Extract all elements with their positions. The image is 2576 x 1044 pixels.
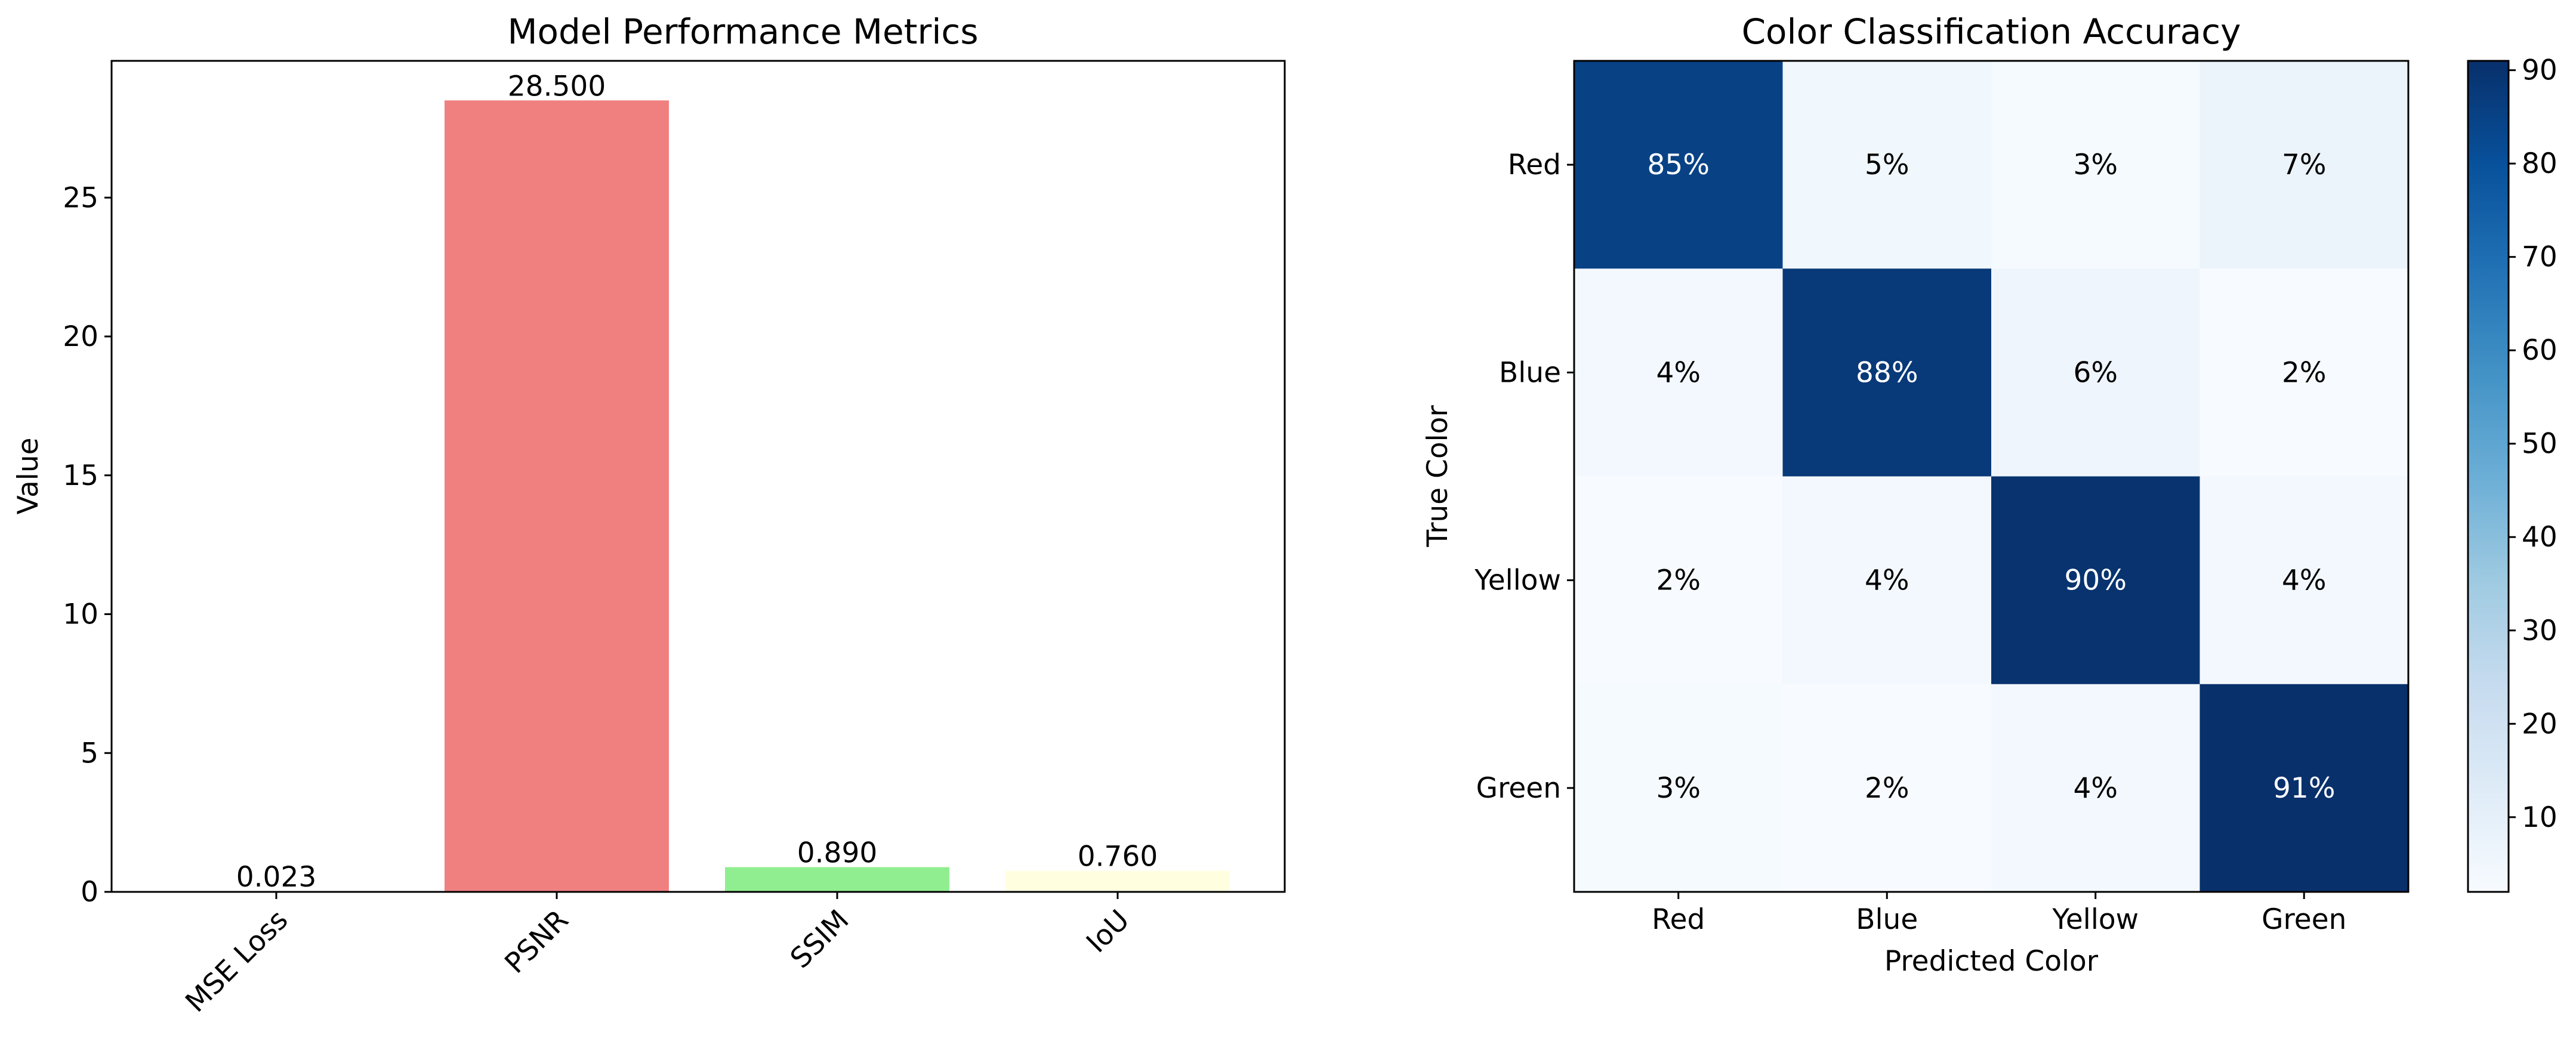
colorbar-tick-label: 30 (2522, 614, 2558, 647)
bar (725, 867, 949, 892)
heatmap-cell (1782, 61, 1992, 269)
x-tick-label: Green (2262, 903, 2346, 936)
heatmap-cell (1991, 476, 2200, 685)
colorbar-tick-label: 40 (2522, 521, 2558, 554)
heatmap-cell (2199, 476, 2409, 685)
heatmap-cells: 85% 5% 3% 7% 4% 88% 6% 2% 2% 4% 90% 4% 3% 2% 4% 91% (1574, 61, 2409, 892)
colorbar-tick-label: 50 (2522, 428, 2558, 461)
heatmap-xlabel: Predicted Color (1884, 945, 2099, 978)
bar (1005, 870, 1230, 892)
heatmap-cell (1991, 268, 2200, 477)
x-tick-label: Blue (1856, 903, 1918, 936)
heatmap-ticks: Red Blue Yellow Green Red Blue Yellow Green (1474, 149, 2346, 936)
y-tick-label: Red (1508, 149, 1561, 181)
heatmap-cell-label: 5% (1865, 149, 1909, 181)
y-tick-label: 25 (63, 181, 98, 214)
heatmap-cell-label: 2% (1656, 564, 1701, 597)
heatmap-cell (2199, 268, 2409, 477)
heatmap-cell (1574, 268, 1783, 477)
heatmap-cell-label: 88% (1856, 356, 1918, 389)
heatmap-cell-label: 2% (1865, 772, 1909, 805)
heatmap-cell-label: 91% (2273, 772, 2335, 805)
heatmap-cell-label: 4% (1865, 564, 1909, 597)
heatmap-cell (1574, 61, 1783, 269)
heatmap-cell-label: 3% (1656, 772, 1701, 805)
bar-chart-title: Model Performance Metrics (507, 11, 978, 52)
y-tick-label: 20 (63, 320, 98, 353)
bar-value-label: 0.890 (797, 837, 878, 870)
heatmap-cell-label: 4% (2282, 564, 2327, 597)
colorbar-tick-label: 20 (2522, 708, 2558, 740)
bar-marks: 0.023 28.500 0.890 0.760 (164, 70, 1230, 894)
bar-value-label: 0.023 (236, 861, 317, 894)
heatmap-cell-label: 90% (2065, 564, 2127, 597)
heatmap-cell (1574, 476, 1783, 685)
heatmap-cell-label: 6% (2073, 356, 2118, 389)
heatmap-cell (1574, 684, 1783, 892)
colorbar-tick-label: 80 (2522, 147, 2558, 180)
heatmap-cell (2199, 684, 2409, 892)
heatmap-chart: Color Classification Accuracy Predicted … (1421, 11, 2558, 978)
heatmap-frame (1573, 60, 2410, 893)
y-tick-label: 0 (81, 876, 98, 909)
x-tick-label: MSE Loss (179, 904, 294, 1019)
heatmap-cell-label: 7% (2282, 149, 2327, 181)
bar-chart-frame (110, 60, 1286, 893)
heatmap-cell-label: 2% (2282, 356, 2327, 389)
x-tick-label: SSIM (784, 904, 856, 975)
colorbar: 10 20 30 40 50 60 70 80 90 (2467, 54, 2558, 893)
y-tick-label: Yellow (1474, 564, 1561, 597)
heatmap-ylabel: True Color (1421, 405, 1454, 548)
x-tick-label: Red (1652, 903, 1705, 936)
heatmap-cell-label: 3% (2073, 149, 2118, 181)
colorbar-tick-label: 60 (2522, 334, 2558, 367)
bar-chart: Model Performance Metrics Value 0.023 28.… (12, 11, 1286, 1019)
bar-value-label: 28.500 (508, 70, 606, 103)
heatmap-cell-label: 4% (1656, 356, 1701, 389)
heatmap-cell (1782, 268, 1992, 477)
y-tick-label: Green (1476, 772, 1561, 805)
y-tick-label: 10 (63, 598, 98, 631)
bar-value-label: 0.760 (1078, 841, 1158, 873)
heatmap-cell (1782, 476, 1992, 685)
colorbar-gradient (2467, 60, 2510, 893)
colorbar-tick-label: 90 (2522, 54, 2558, 87)
x-tick-label: Yellow (2051, 903, 2139, 936)
heatmap-cell (2199, 61, 2409, 269)
heatmap-cell (1991, 61, 2200, 269)
x-tick-label: IoU (1080, 904, 1136, 959)
x-tick-label: PSNR (498, 904, 575, 980)
y-tick-label: 5 (81, 737, 98, 770)
bar-chart-ylabel: Value (12, 437, 45, 514)
heatmap-title: Color Classification Accuracy (1742, 11, 2241, 52)
y-tick-label: Blue (1499, 356, 1561, 389)
colorbar-tick-label: 10 (2522, 801, 2558, 834)
heatmap-cell-label: 4% (2073, 772, 2118, 805)
bar-y-ticks: 0 5 10 15 20 25 (63, 181, 112, 909)
colorbar-tick-label: 70 (2522, 241, 2558, 274)
bar (445, 100, 669, 892)
heatmap-cell-label: 85% (1648, 149, 1710, 181)
y-tick-label: 15 (63, 459, 98, 492)
heatmap-cell (1782, 684, 1992, 892)
heatmap-cell (1991, 684, 2200, 892)
bar-x-ticks: MSE Loss PSNR SSIM IoU (179, 892, 1136, 1019)
